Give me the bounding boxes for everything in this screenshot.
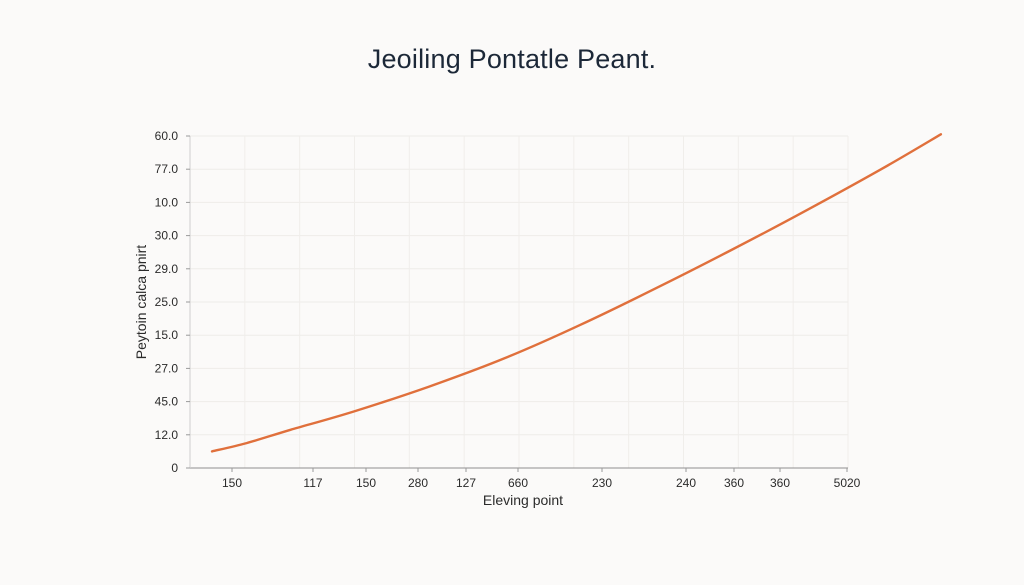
y-tick-label: 60.0 bbox=[155, 129, 179, 143]
y-tick-label: 30.0 bbox=[155, 229, 179, 243]
x-ticks: 150 117 150 280 127 660 230 240 360 360 5020 bbox=[222, 468, 861, 490]
x-tick-label: 117 bbox=[303, 476, 322, 490]
x-tick-label: 360 bbox=[724, 476, 744, 490]
y-ticks: 0 12.0 45.0 27.0 15.0 25.0 29.0 30.0 10.0 77.0 60.… bbox=[155, 129, 190, 475]
x-axis-label: Eleving point bbox=[483, 492, 563, 508]
x-tick-label: 127 bbox=[456, 476, 476, 490]
x-tick-label: 150 bbox=[356, 476, 376, 490]
y-tick-label: 0 bbox=[171, 461, 178, 475]
x-tick-label: 230 bbox=[592, 476, 612, 490]
y-tick-label: 10.0 bbox=[155, 195, 179, 209]
y-tick-label: 27.0 bbox=[155, 361, 179, 375]
x-tick-label: 660 bbox=[508, 476, 528, 490]
x-tick-label: 150 bbox=[222, 476, 242, 490]
y-tick-label: 12.0 bbox=[155, 428, 179, 442]
x-tick-label: 5020 bbox=[834, 476, 861, 490]
y-tick-label: 15.0 bbox=[155, 328, 179, 342]
y-tick-label: 29.0 bbox=[155, 262, 179, 276]
x-tick-label: 280 bbox=[408, 476, 428, 490]
grid bbox=[189, 135, 849, 468]
x-tick-label: 240 bbox=[676, 476, 696, 490]
y-tick-label: 25.0 bbox=[155, 295, 179, 309]
y-tick-label: 77.0 bbox=[155, 162, 179, 176]
series-layer bbox=[210, 133, 943, 453]
y-tick-label: 45.0 bbox=[155, 395, 179, 409]
chart-title: Jeoiling Pontatle Peant. bbox=[367, 44, 657, 74]
y-axis-label: Peytoin calca pnirt bbox=[133, 245, 149, 360]
series-line bbox=[210, 133, 943, 453]
x-tick-label: 360 bbox=[770, 476, 790, 490]
